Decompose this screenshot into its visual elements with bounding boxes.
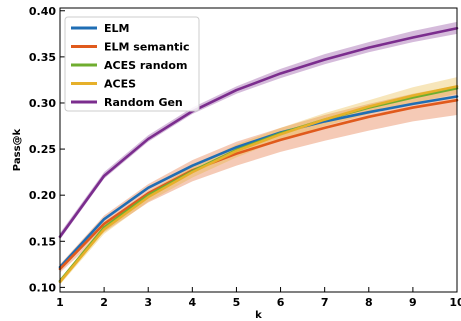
series-line-elm [58, 95, 459, 269]
x-tick-label: 7 [321, 296, 329, 309]
y-tick-label: 0.15 [29, 235, 56, 248]
x-tick-label: 2 [100, 296, 108, 309]
x-tick-label: 8 [365, 296, 373, 309]
y-axis-label: Pass@k [12, 128, 23, 171]
x-tick-label: 5 [233, 296, 241, 309]
x-axis-label: k [255, 310, 262, 321]
x-axis-ticks: 1 2 3 4 5 6 7 8 9 10 [56, 287, 461, 309]
y-tick-label: 0.20 [29, 189, 56, 202]
x-tick-label: 4 [189, 296, 197, 309]
series-line-random-gen [58, 26, 459, 238]
x-tick-label: 6 [277, 296, 285, 309]
y-tick-label: 0.35 [29, 51, 56, 64]
y-tick-label: 0.40 [29, 5, 56, 18]
series-lines [58, 26, 459, 284]
x-tick-label: 10 [449, 296, 461, 309]
legend-label: Random Gen [104, 96, 183, 109]
series-line-elm-semantic [58, 98, 459, 271]
legend-label: ELM [104, 22, 129, 35]
x-tick-label: 3 [144, 296, 152, 309]
x-tick-label: 9 [409, 296, 417, 309]
legend-box [64, 16, 200, 112]
y-tick-label: 0.25 [29, 143, 56, 156]
y-axis-ticks: 0.10 0.15 0.20 0.25 0.30 0.35 0.40 [29, 5, 65, 294]
band-aces [60, 77, 457, 285]
y-tick-label: 0.30 [29, 97, 56, 110]
y-tick-label: 0.10 [29, 281, 56, 294]
legend-label: ELM semantic [104, 41, 190, 54]
legend: ELM ELM semantic ACES random ACES Random Gen [64, 16, 200, 112]
band-elm-semantic [60, 85, 457, 273]
plot-frame [59, 7, 458, 293]
legend-label: ACES [104, 78, 136, 91]
x-tick-label: 1 [56, 296, 64, 309]
confidence-bands [60, 21, 457, 285]
series-line-aces [58, 85, 459, 284]
legend-label: ACES random [104, 59, 187, 72]
